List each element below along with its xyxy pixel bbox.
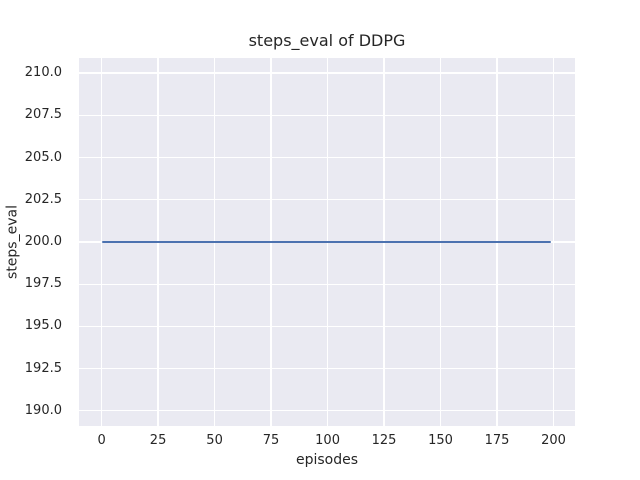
x-tick-label: 200 (541, 433, 566, 448)
series-line (101, 240, 552, 244)
y-tick-label: 205.0 (24, 149, 62, 165)
y-gridline (79, 283, 575, 285)
y-gridline (79, 72, 575, 74)
y-tick-label: 210.0 (24, 65, 62, 81)
y-gridline (79, 410, 575, 412)
x-axis-label: episodes (295, 452, 359, 468)
y-gridline (79, 156, 575, 159)
y-tick-label: 207.5 (24, 107, 62, 123)
x-tick-label: 50 (206, 433, 223, 448)
x-tick-label: 175 (484, 433, 510, 448)
x-tick-label: 25 (149, 433, 167, 448)
y-gridline (79, 325, 575, 328)
x-tick-label: 75 (262, 433, 280, 448)
x-tick-label: 0 (97, 433, 106, 448)
y-tick-label: 192.5 (24, 360, 62, 376)
x-tick-label: 150 (428, 433, 453, 448)
y-gridline (79, 199, 575, 201)
x-tick-label: 125 (371, 433, 397, 448)
plot-area (79, 58, 575, 426)
y-gridline (79, 367, 575, 370)
y-gridline (79, 114, 575, 117)
chart-title: steps_eval of DDPG (248, 31, 406, 50)
y-axis-label: steps_eval (4, 205, 21, 279)
x-tick-label: 100 (315, 433, 340, 448)
y-tick-label: 190.0 (24, 402, 62, 418)
y-tick-label: 195.0 (24, 318, 62, 334)
